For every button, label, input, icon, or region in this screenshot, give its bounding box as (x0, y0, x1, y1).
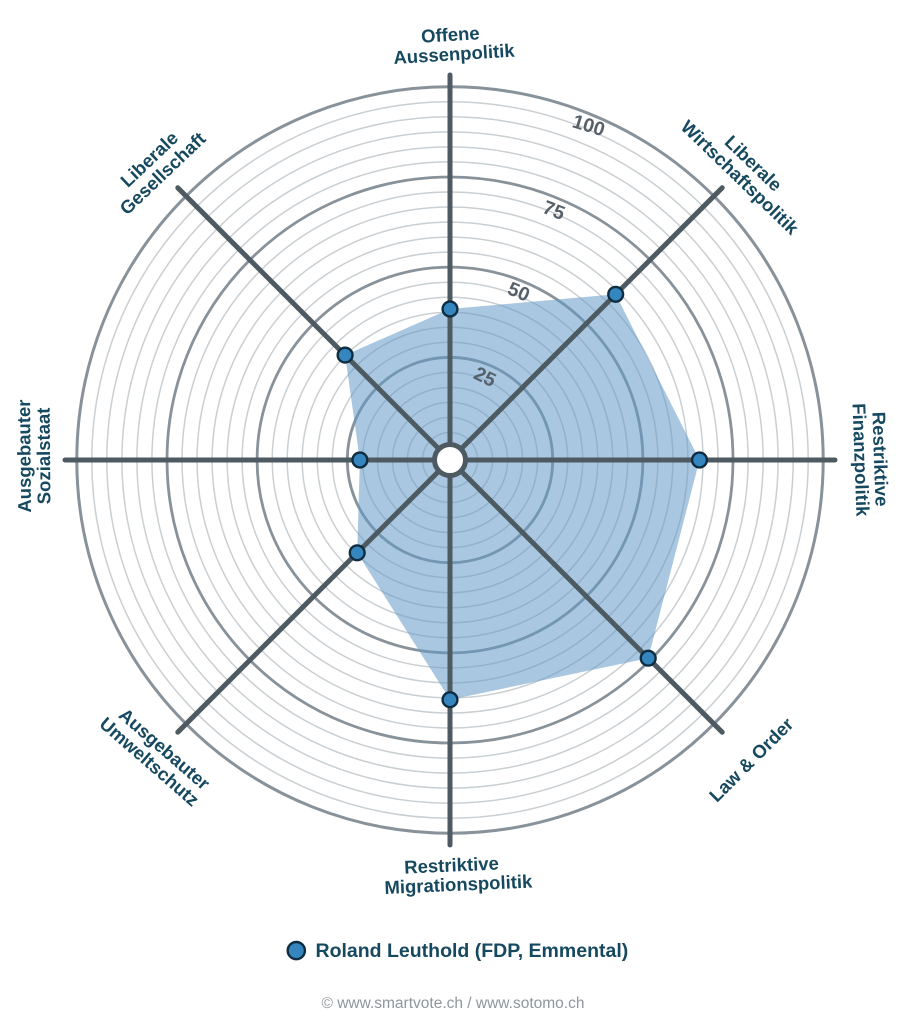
svg-text:© www.smartvote.ch / www.sotom: © www.smartvote.ch / www.sotomo.ch (322, 995, 585, 1012)
svg-text:Roland Leuthold (FDP, Emmental: Roland Leuthold (FDP, Emmental) (316, 940, 629, 962)
svg-text:AusgebauterSozialstaat: AusgebauterSozialstaat (13, 399, 54, 512)
svg-text:RestriktiveMigrationspolitik: RestriktiveMigrationspolitik (383, 851, 533, 898)
svg-text:RestriktiveFinanzpolitik: RestriktiveFinanzpolitik (849, 402, 893, 517)
